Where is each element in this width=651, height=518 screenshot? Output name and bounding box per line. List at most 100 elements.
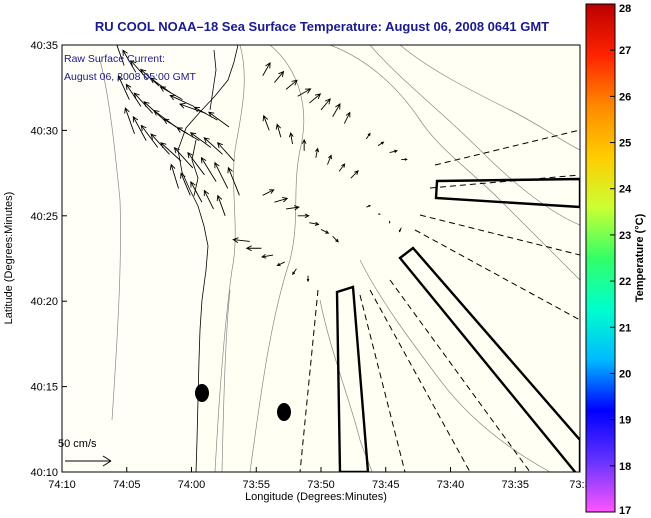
current-vector xyxy=(169,163,179,189)
current-vector xyxy=(203,137,223,155)
colorbar-tick-label: 28 xyxy=(619,3,631,15)
current-vector xyxy=(132,115,147,141)
current-vector xyxy=(315,147,320,158)
colorbar-tick-label: 19 xyxy=(619,415,631,427)
current-vector xyxy=(366,204,371,208)
colorbar-tick-label: 27 xyxy=(619,45,631,57)
colorbar-tick-label: 22 xyxy=(619,276,631,288)
x-tick-label: 73:50 xyxy=(307,479,335,491)
x-tick-label: 73:3 xyxy=(569,479,590,491)
current-vector xyxy=(343,111,351,124)
current-vector xyxy=(297,88,312,97)
y-tick-label: 40:15 xyxy=(30,382,58,394)
lane-outlines xyxy=(335,177,580,472)
current-vector xyxy=(288,132,294,145)
current-vector xyxy=(301,138,307,151)
current-vector xyxy=(173,146,194,169)
current-vector xyxy=(133,92,153,114)
current-vector xyxy=(389,149,398,154)
current-vector xyxy=(125,83,142,107)
scale-arrow xyxy=(65,455,112,467)
current-vector xyxy=(245,245,262,252)
colorbar-tick-label: 18 xyxy=(619,461,631,473)
colorbar-tick-label: 23 xyxy=(619,230,631,242)
y-axis-ticks: 40:35 40:30 40:25 40:20 40:15 40:10 xyxy=(30,40,67,479)
current-vector xyxy=(320,98,331,111)
current-vector xyxy=(285,205,300,211)
colorbar: 28 27 26 25 24 23 22 21 20 19 18 17 Temperature (°C… xyxy=(585,3,646,517)
current-vector xyxy=(262,189,275,196)
current-vector xyxy=(327,154,332,165)
current-vector xyxy=(338,163,346,172)
current-vector xyxy=(203,189,214,210)
radar-wedges xyxy=(299,129,580,472)
x-axis-label: Longitude (Degrees:Minutes) xyxy=(245,491,387,503)
current-vector xyxy=(365,132,371,140)
annotation-current-time: August 06, 2008 05:00 GMT xyxy=(64,71,197,83)
land-mass xyxy=(62,45,239,472)
current-vector xyxy=(130,60,148,80)
current-vector xyxy=(208,111,230,128)
current-vector xyxy=(377,141,385,147)
current-vector xyxy=(140,124,159,148)
colorbar-tick-label: 21 xyxy=(619,322,631,334)
current-vector xyxy=(180,172,191,196)
current-vector xyxy=(309,221,320,226)
current-vector xyxy=(176,127,200,142)
x-tick-label: 73:35 xyxy=(501,479,529,491)
buoy-marker xyxy=(277,403,291,421)
current-vector xyxy=(189,132,212,148)
current-vector xyxy=(332,102,341,117)
x-tick-label: 74:00 xyxy=(178,479,206,491)
current-vector xyxy=(401,158,408,161)
current-vector xyxy=(309,93,322,104)
current-vector xyxy=(216,194,226,216)
current-vector xyxy=(285,79,298,90)
current-vector xyxy=(232,237,250,243)
current-vector xyxy=(262,114,270,131)
current-vector xyxy=(274,197,289,203)
current-vector xyxy=(261,253,274,259)
current-vector xyxy=(399,227,402,233)
colorbar-tick-label: 25 xyxy=(619,138,631,150)
current-vector xyxy=(320,229,330,234)
current-vector xyxy=(217,141,235,162)
scale-label: 50 cm/s xyxy=(58,438,97,450)
current-vector xyxy=(332,235,339,243)
current-vector xyxy=(377,213,381,215)
chart-title: RU COOL NOAA–18 Sea Surface Temperature:… xyxy=(95,19,549,34)
current-vector xyxy=(388,220,391,224)
current-vector xyxy=(262,61,271,76)
x-tick-label: 73:40 xyxy=(437,479,465,491)
current-vector xyxy=(160,142,182,162)
current-vector xyxy=(274,70,285,83)
current-vector xyxy=(179,103,206,114)
current-vector xyxy=(214,161,229,189)
current-vector xyxy=(297,213,310,219)
current-vector xyxy=(306,275,310,283)
coastline-inlet xyxy=(191,49,217,197)
current-vector xyxy=(275,123,282,138)
current-vector xyxy=(187,151,205,176)
plot-area xyxy=(61,44,581,473)
y-tick-label: 40:35 xyxy=(30,40,58,52)
colorbar-gradient xyxy=(585,3,616,513)
colorbar-ticks: 28 27 26 25 24 23 22 21 20 19 18 17 xyxy=(610,3,632,517)
x-tick-label: 74:10 xyxy=(48,479,76,491)
current-vector xyxy=(113,45,125,66)
buoy-marker xyxy=(195,384,209,402)
current-vector xyxy=(117,74,130,100)
current-vector xyxy=(200,156,217,182)
current-vector xyxy=(227,166,240,196)
y-tick-label: 40:20 xyxy=(30,296,58,308)
y-tick-label: 40:25 xyxy=(30,211,58,223)
current-vector xyxy=(276,261,285,267)
colorbar-tick-label: 20 xyxy=(619,368,631,380)
current-vector xyxy=(122,49,137,73)
current-vector xyxy=(150,133,170,155)
x-tick-label: 74:05 xyxy=(113,479,141,491)
current-vector xyxy=(190,181,203,203)
y-axis-label: Latitude (Degrees:Minutes) xyxy=(3,192,15,325)
colorbar-label: Temperature (°C) xyxy=(634,213,646,302)
